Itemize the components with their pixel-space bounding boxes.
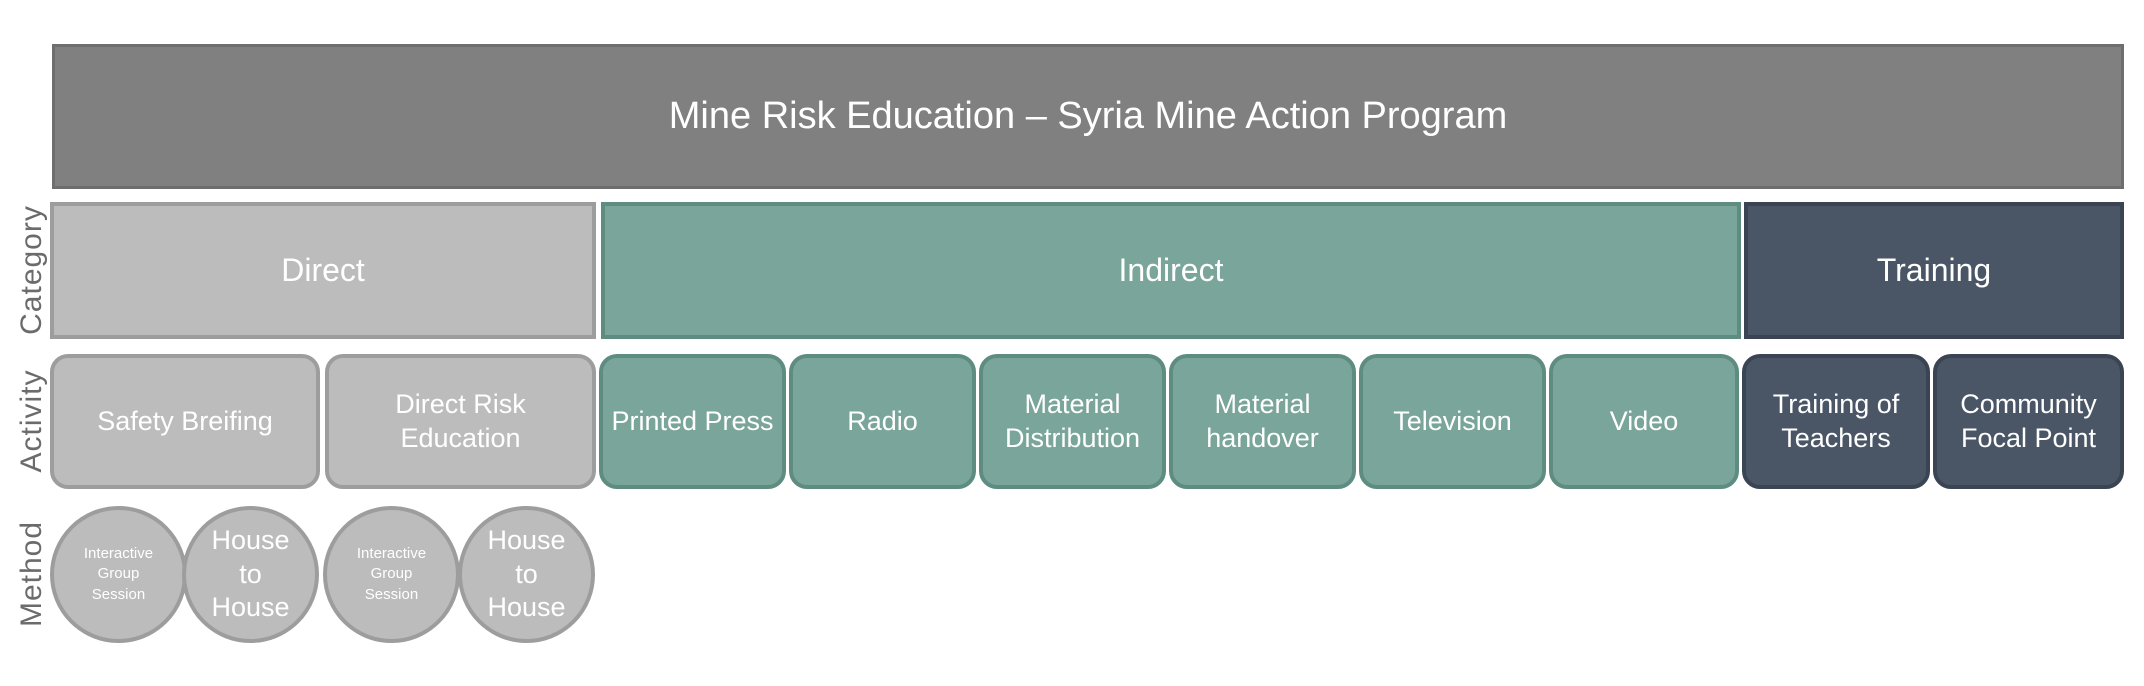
method-interactive-group-session: Interactive Group Session (323, 506, 460, 643)
category-direct-label: Direct (281, 252, 365, 288)
activity-television: Television (1359, 354, 1546, 489)
method-label: Interactive Group Session (356, 545, 427, 603)
row-label-method: Method (15, 520, 48, 628)
activity-label: Television (1393, 405, 1512, 436)
activity-label: Radio (847, 405, 918, 436)
activity-direct-risk-education: Direct Risk Education (325, 354, 596, 489)
method-label: House to House (487, 524, 566, 623)
category-indirect-label: Indirect (1118, 252, 1224, 288)
category-direct: Direct (50, 202, 596, 339)
activity-label: Safety Breifing (97, 405, 273, 436)
activity-material-distribution: Material Distribution (979, 354, 1166, 489)
activity-label: Material Distribution (1004, 388, 1141, 453)
diagram-title: Mine Risk Education – Syria Mine Action … (52, 44, 2124, 189)
activity-material-handover: Material handover (1169, 354, 1356, 489)
activity-label: Video (1609, 405, 1679, 436)
method-label: House to House (211, 524, 290, 623)
category-indirect: Indirect (601, 202, 1741, 339)
row-label-activity: Activity (15, 369, 48, 473)
method-house-to-house: House to House (182, 506, 319, 643)
category-training: Training (1744, 202, 2124, 339)
activity-training-of-teachers: Training of Teachers (1742, 354, 1930, 489)
activity-community-focal-point: Community Focal Point (1933, 354, 2124, 489)
activity-label: Direct Risk Education (395, 388, 526, 453)
method-label: Interactive Group Session (83, 545, 154, 603)
activity-video: Video (1549, 354, 1739, 489)
activity-printed-press: Printed Press (599, 354, 786, 489)
activity-safety-briefing: Safety Breifing (50, 354, 320, 489)
activity-label: Community Focal Point (1960, 388, 2097, 453)
category-training-label: Training (1876, 252, 1992, 288)
activity-label: Printed Press (611, 405, 774, 436)
activity-label: Training of Teachers (1772, 388, 1900, 453)
method-house-to-house: House to House (458, 506, 595, 643)
row-label-category: Category (15, 205, 48, 335)
activity-label: Material handover (1206, 388, 1319, 453)
diagram-title-text: Mine Risk Education – Syria Mine Action … (668, 95, 1508, 137)
method-interactive-group-session: Interactive Group Session (50, 506, 187, 643)
activity-radio: Radio (789, 354, 976, 489)
